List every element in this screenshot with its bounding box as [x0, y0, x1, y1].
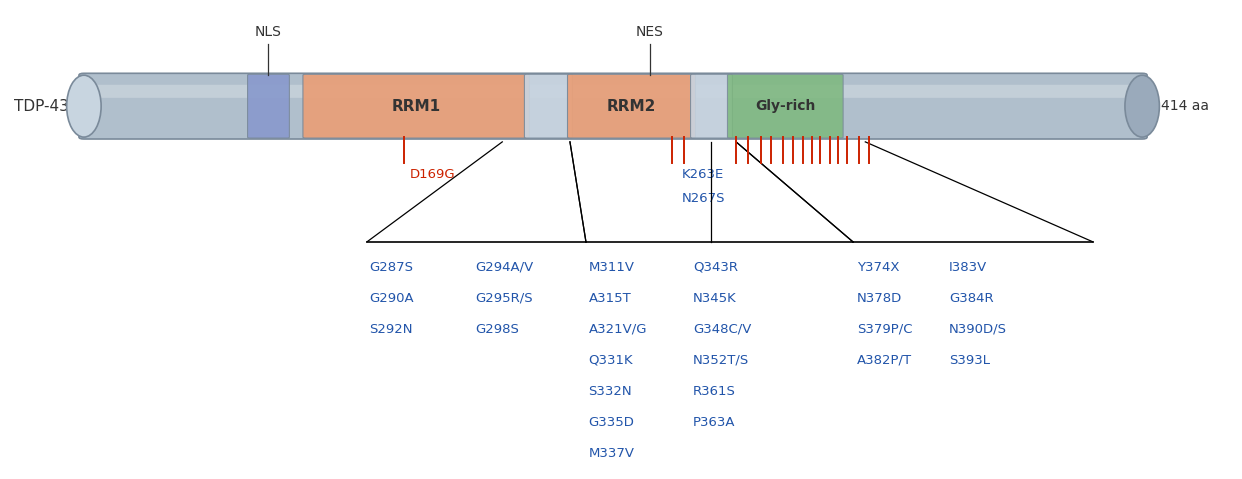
Text: RRM2: RRM2: [607, 99, 656, 114]
Text: A315T: A315T: [589, 292, 631, 305]
Text: RRM1: RRM1: [391, 99, 441, 114]
Text: S332N: S332N: [589, 385, 632, 398]
Ellipse shape: [1125, 75, 1159, 137]
Text: NES: NES: [636, 25, 664, 39]
Text: N352T/S: N352T/S: [693, 354, 749, 367]
Text: Q343R: Q343R: [693, 261, 738, 274]
Text: S292N: S292N: [369, 323, 412, 336]
Text: G335D: G335D: [589, 416, 635, 429]
FancyBboxPatch shape: [79, 73, 1148, 139]
FancyBboxPatch shape: [303, 74, 529, 138]
Text: G290A: G290A: [369, 292, 414, 305]
FancyBboxPatch shape: [247, 74, 289, 138]
Text: G294A/V: G294A/V: [476, 261, 534, 274]
Text: M311V: M311V: [589, 261, 635, 274]
Text: P363A: P363A: [693, 416, 735, 429]
Text: NLS: NLS: [255, 25, 282, 39]
Text: Q331K: Q331K: [589, 354, 633, 367]
Text: K263E: K263E: [682, 168, 724, 181]
Ellipse shape: [67, 75, 101, 137]
Text: G298S: G298S: [476, 323, 519, 336]
Text: G295R/S: G295R/S: [476, 292, 533, 305]
FancyBboxPatch shape: [568, 74, 696, 138]
Text: I383V: I383V: [949, 261, 987, 274]
FancyBboxPatch shape: [691, 74, 733, 138]
Text: N267S: N267S: [682, 192, 725, 205]
Text: S379P/C: S379P/C: [857, 323, 912, 336]
Text: G287S: G287S: [369, 261, 414, 274]
Text: G384R: G384R: [949, 292, 994, 305]
Text: N390D/S: N390D/S: [949, 323, 1007, 336]
Text: 414 aa: 414 aa: [1160, 99, 1208, 113]
FancyBboxPatch shape: [82, 85, 1145, 98]
Text: TDP-43: TDP-43: [14, 99, 70, 114]
Text: M337V: M337V: [589, 446, 635, 460]
Text: N378D: N378D: [857, 292, 902, 305]
Text: S393L: S393L: [949, 354, 990, 367]
Text: N345K: N345K: [693, 292, 737, 305]
Text: Y374X: Y374X: [857, 261, 899, 274]
Text: A321V/G: A321V/G: [589, 323, 647, 336]
Text: G348C/V: G348C/V: [693, 323, 751, 336]
FancyBboxPatch shape: [524, 74, 573, 138]
Text: Gly-rich: Gly-rich: [755, 99, 816, 113]
Text: D169G: D169G: [410, 168, 456, 181]
Text: A382P/T: A382P/T: [857, 354, 912, 367]
Text: R361S: R361S: [693, 385, 737, 398]
FancyBboxPatch shape: [728, 74, 843, 138]
